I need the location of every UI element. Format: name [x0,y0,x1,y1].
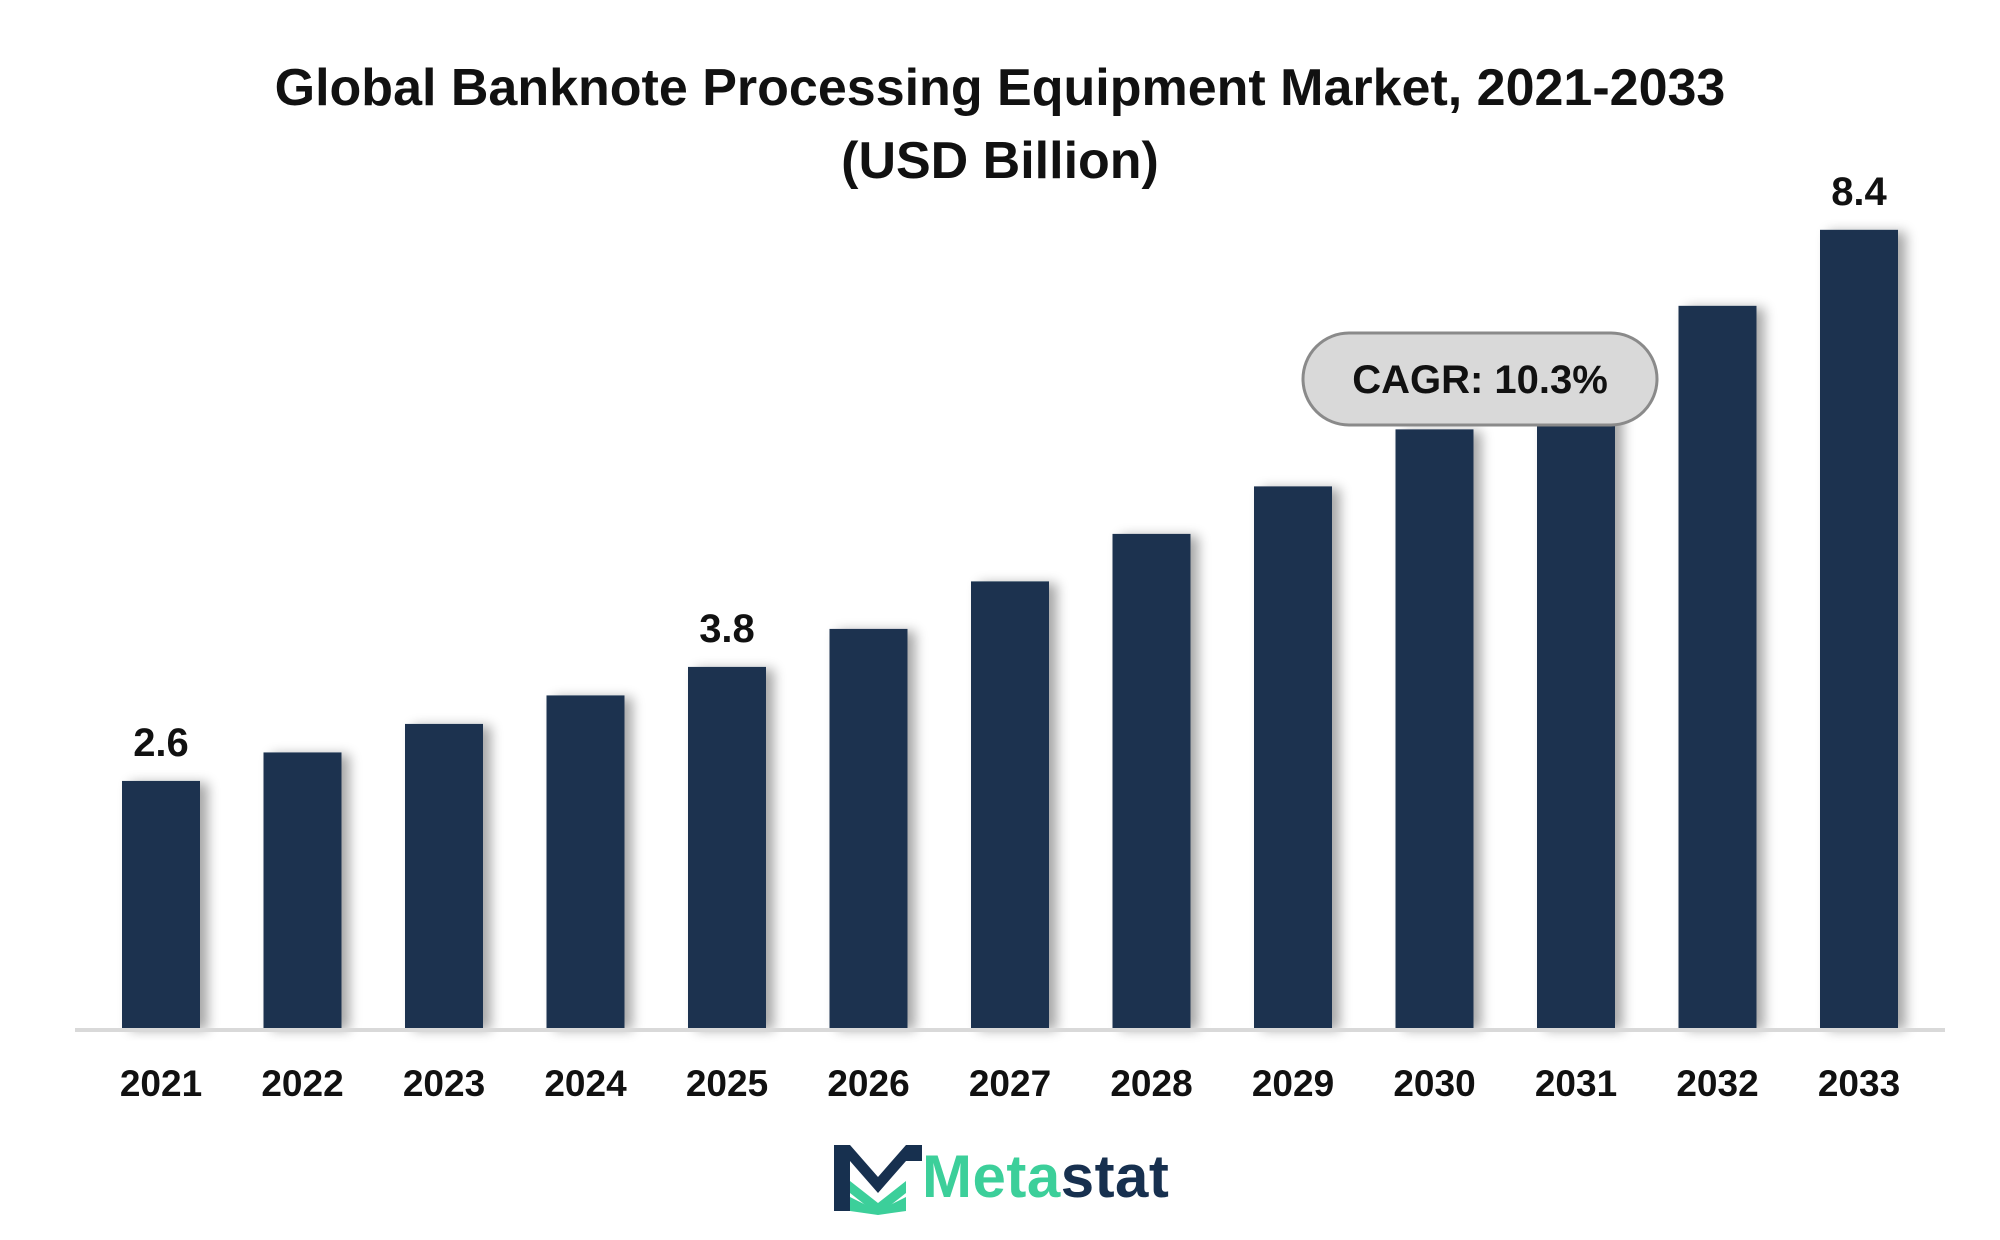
bar-2022 [263,752,342,1028]
x-tick-2031: 2031 [1535,1063,1617,1104]
x-tick-2028: 2028 [1110,1063,1192,1104]
logo-prefix: Meta [922,1142,1061,1210]
x-tick-2021: 2021 [120,1063,202,1104]
data-label-2021: 2.6 [133,721,189,765]
metastat-m-logo-icon [834,1145,922,1215]
bar-2025 [688,666,766,1028]
x-tick-2023: 2023 [403,1063,485,1104]
x-tick-2030: 2030 [1393,1063,1475,1104]
x-tick-2033: 2033 [1818,1063,1900,1104]
data-label-2025: 3.8 [699,607,755,651]
x-tick-labels: 2021 2022 2023 2024 2025 2026 2027 2028 2029 2030… [120,1063,1900,1104]
metastat-logo: Metastat [828,1136,1169,1216]
chart-title: Global Banknote Processing Equipment Mar… [274,59,1726,117]
bar-2023 [405,723,483,1028]
x-tick-2029: 2029 [1252,1063,1334,1104]
x-tick-2024: 2024 [544,1063,627,1104]
x-tick-2026: 2026 [827,1063,909,1104]
x-tick-2025: 2025 [686,1063,768,1104]
bar-2028 [1112,533,1191,1028]
bar-2026 [829,628,908,1028]
bar-2033 [1820,229,1898,1028]
metastat-wordmark: Metastat [922,1142,1169,1211]
bar-2031 [1537,372,1615,1028]
bar-2029 [1254,486,1332,1029]
cagr-label: CAGR: 10.3% [1352,358,1608,402]
bar-2024 [546,695,625,1028]
x-tick-2032: 2032 [1676,1063,1758,1104]
bars-layer [122,229,1898,1029]
data-labels: 2.6 3.8 8.4 [133,170,1887,765]
bar-2021 [122,780,200,1028]
chart-subtitle: (USD Billion) [841,132,1159,190]
logo-suffix: stat [1060,1142,1170,1210]
cagr-callout: CAGR: 10.3% [1301,331,1659,427]
chart-title-block: Global Banknote Processing Equipment Mar… [0,52,2000,198]
data-label-2033: 8.4 [1831,170,1887,214]
x-tick-2027: 2027 [969,1063,1051,1104]
bar-2027 [971,581,1049,1028]
bar-2032 [1678,305,1757,1028]
bar-2030 [1395,429,1474,1028]
x-tick-2022: 2022 [261,1063,343,1104]
